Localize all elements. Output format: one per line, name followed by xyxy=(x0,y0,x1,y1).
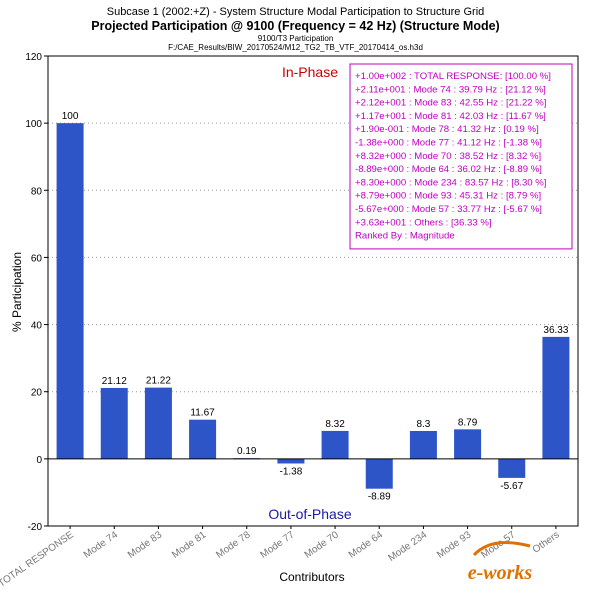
x-tick-label: Mode 64 xyxy=(347,529,386,561)
x-tick-label: Mode 81 xyxy=(170,529,209,561)
legend-line: -5.67e+000 : Mode 57 : 33.77 Hz : [-5.67… xyxy=(355,204,542,215)
legend-line: +2.11e+001 : Mode 74 : 39.79 Hz : [21.12… xyxy=(355,84,546,95)
bars-layer xyxy=(56,123,570,489)
bar xyxy=(189,419,217,459)
x-tick-label: Mode 70 xyxy=(303,529,342,561)
data-label: 11.67 xyxy=(190,408,215,419)
bar xyxy=(498,458,526,478)
x-axis-label: Contributors xyxy=(279,570,344,584)
x-tick-label: Mode 234 xyxy=(386,529,429,564)
e-works-logo: e-works xyxy=(468,541,533,584)
x-tick-label: Mode 78 xyxy=(214,529,253,561)
x-tick-label: TOTAL RESPONSE xyxy=(0,529,76,589)
chart-subtitle: Subcase 1 (2002:+Z) - System Structure M… xyxy=(106,6,485,18)
bar xyxy=(409,430,437,459)
chart-file-path: F:/CAE_Results/BIW_20170524/M12_TG2_TB_V… xyxy=(168,43,423,52)
legend-line: +8.79e+000 : Mode 93 : 45.31 Hz : [8.79 … xyxy=(355,191,541,202)
legend-lines: +1.00e+002 : TOTAL RESPONSE: [100.00 %] +… xyxy=(355,71,551,242)
grid-layer xyxy=(48,122,578,393)
x-tick-label: Mode 93 xyxy=(435,529,474,561)
bar xyxy=(100,387,128,459)
chart-participation-label: 9100/T3 Participation xyxy=(257,34,334,43)
data-label: 21.12 xyxy=(102,376,127,387)
y-axis-ticks: -20 0 20 40 60 80 100 120 xyxy=(25,52,48,533)
logo-swoosh xyxy=(472,541,531,557)
legend-line: Ranked By : Magnitude xyxy=(355,231,455,242)
data-labels: 100 21.12 21.22 11.67 0.19 -1.38 8.32 -8.89 8.3 8… xyxy=(62,111,569,503)
y-tick-label: 60 xyxy=(31,253,43,264)
data-label: -8.89 xyxy=(368,492,391,503)
bar xyxy=(144,387,172,459)
logo-text: e-works xyxy=(468,562,533,584)
y-tick-label: -20 xyxy=(28,522,43,533)
x-tick-label: Mode 57 xyxy=(479,529,518,561)
chart-title: Projected Participation @ 9100 (Frequenc… xyxy=(91,19,500,33)
data-label: 0.19 xyxy=(237,446,257,457)
legend-line: +8.32e+000 : Mode 70 : 38.52 Hz : [8.32 … xyxy=(355,151,541,162)
legend-line: -1.38e+000 : Mode 77 : 41.12 Hz : [-1.38… xyxy=(355,138,542,149)
bar xyxy=(56,123,84,459)
data-label: 21.22 xyxy=(146,376,171,387)
legend-line: +2.12e+001 : Mode 83 : 42.55 Hz : [21.22… xyxy=(355,98,546,109)
bar xyxy=(321,430,349,459)
x-tick-label: Others xyxy=(531,529,562,555)
legend-line: -8.89e+000 : Mode 64 : 36.02 Hz : [-8.89… xyxy=(355,164,542,175)
x-tick-label: Mode 74 xyxy=(82,529,121,561)
y-tick-label: 80 xyxy=(31,186,43,197)
y-axis-label: % Participation xyxy=(10,252,24,332)
legend-line: +8.30e+000 : Mode 234 : 83.57 Hz : [8.30… xyxy=(355,177,546,188)
legend-line: +1.17e+001 : Mode 81 : 42.03 Hz : [11.67… xyxy=(355,111,546,122)
data-label: 8.3 xyxy=(416,419,430,430)
data-label: 8.79 xyxy=(458,417,478,428)
bar xyxy=(542,336,570,459)
plot-frame xyxy=(47,55,579,527)
x-tick-label: Mode 77 xyxy=(258,529,297,561)
data-label: -5.67 xyxy=(500,481,523,492)
y-tick-label: 40 xyxy=(31,321,43,332)
legend-box: +1.00e+002 : TOTAL RESPONSE: [100.00 %] +… xyxy=(349,63,573,250)
x-tick-label: Mode 83 xyxy=(126,529,165,561)
y-tick-label: 120 xyxy=(25,52,42,63)
data-label: 36.33 xyxy=(543,325,568,336)
data-label: -1.38 xyxy=(280,466,303,477)
bar xyxy=(277,458,305,464)
legend-line: +1.00e+002 : TOTAL RESPONSE: [100.00 %] xyxy=(355,71,551,82)
legend-line: +3.63e+001 : Others : [36.33 %] xyxy=(355,217,492,228)
y-tick-label: 0 xyxy=(36,455,42,466)
legend-line: +1.90e-001 : Mode 78 : 41.32 Hz : [0.19 … xyxy=(355,124,539,135)
y-tick-label: 20 xyxy=(31,388,43,399)
out-of-phase-annotation: Out-of-Phase xyxy=(268,506,351,522)
data-label: 100 xyxy=(62,111,79,122)
bar xyxy=(365,458,393,489)
bar xyxy=(454,429,482,459)
y-tick-label: 100 xyxy=(25,119,42,130)
data-label: 8.32 xyxy=(325,419,345,430)
legend-frame xyxy=(349,63,573,250)
in-phase-annotation: In-Phase xyxy=(282,64,338,80)
